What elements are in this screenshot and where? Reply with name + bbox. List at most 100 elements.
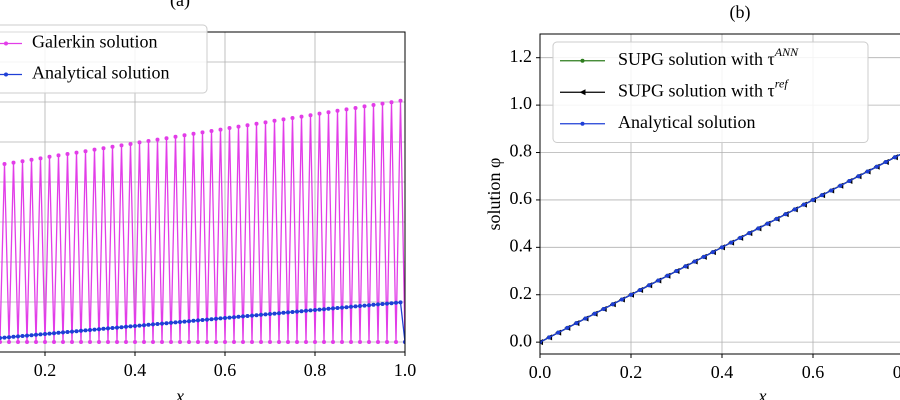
marker (394, 300, 398, 305)
x-axis-label: x (758, 386, 767, 400)
marker (205, 317, 209, 322)
marker (119, 325, 124, 330)
marker (245, 123, 250, 128)
marker (214, 340, 218, 344)
x-tick-label: 0.2 (34, 360, 57, 380)
marker (74, 150, 79, 155)
marker (250, 340, 254, 344)
marker (286, 340, 290, 344)
marker (83, 149, 88, 154)
marker (43, 332, 47, 336)
marker (326, 306, 331, 311)
marker (811, 197, 815, 202)
marker (308, 113, 313, 118)
marker (70, 340, 74, 344)
marker (371, 103, 376, 107)
legend-marker (4, 72, 8, 77)
marker (43, 340, 47, 344)
marker (367, 340, 371, 344)
marker (52, 340, 56, 344)
x-tick-label: 0.4 (711, 362, 734, 382)
marker (106, 326, 110, 331)
marker (254, 121, 259, 126)
marker (92, 327, 97, 332)
marker (335, 306, 340, 310)
marker (160, 340, 164, 344)
marker (236, 124, 241, 129)
series-line (0, 301, 405, 343)
marker (151, 322, 155, 327)
x-tick-label: 0.8 (304, 360, 327, 380)
marker (362, 104, 367, 109)
y-tick-label: 0.6 (510, 188, 533, 208)
legend-box (0, 24, 208, 94)
marker (20, 334, 25, 338)
marker (20, 159, 25, 164)
y-tick-label: 0.0 (510, 330, 533, 350)
x-tick-label: 0.2 (620, 362, 643, 382)
marker (128, 142, 133, 146)
marker (313, 340, 317, 344)
legend-marker (580, 58, 585, 63)
legend-marker (579, 89, 586, 96)
marker (647, 283, 652, 288)
marker (856, 174, 861, 179)
marker (155, 322, 160, 326)
marker (101, 326, 106, 331)
marker (619, 297, 624, 302)
marker (710, 250, 715, 255)
marker (196, 318, 200, 323)
marker (7, 340, 11, 344)
marker (565, 325, 570, 330)
marker (223, 316, 227, 320)
marker (56, 330, 61, 335)
marker (124, 324, 128, 329)
marker (133, 324, 137, 328)
marker (281, 117, 286, 122)
marker (56, 153, 61, 158)
marker (187, 340, 191, 344)
marker (223, 340, 227, 344)
marker (362, 303, 367, 308)
marker (277, 340, 281, 344)
y-tick-label: 0.8 (510, 141, 533, 161)
marker (115, 340, 119, 344)
marker (191, 131, 196, 136)
marker (151, 340, 155, 344)
marker (16, 340, 20, 344)
marker (268, 312, 272, 316)
marker (146, 139, 151, 143)
marker (65, 330, 70, 334)
marker (83, 328, 88, 333)
marker (29, 157, 34, 162)
marker (25, 333, 29, 338)
marker (883, 160, 888, 164)
marker (196, 340, 200, 344)
marker (729, 240, 734, 245)
marker (272, 118, 277, 123)
marker (638, 288, 643, 292)
chart-title: (a) (170, 0, 190, 11)
marker (155, 137, 160, 142)
marker (124, 340, 128, 344)
marker (259, 340, 263, 344)
marker (79, 328, 83, 333)
marker (358, 304, 362, 308)
marker (2, 162, 7, 166)
marker (227, 126, 232, 130)
marker (209, 129, 214, 133)
marker (178, 340, 182, 344)
marker (61, 340, 65, 344)
marker (371, 302, 376, 307)
marker (756, 226, 761, 231)
marker (137, 140, 142, 145)
marker (299, 114, 304, 119)
marker (783, 212, 788, 217)
marker (376, 340, 380, 344)
marker (829, 188, 834, 193)
marker (820, 193, 825, 198)
marker (142, 323, 146, 328)
marker (0, 336, 2, 340)
marker (142, 340, 146, 344)
